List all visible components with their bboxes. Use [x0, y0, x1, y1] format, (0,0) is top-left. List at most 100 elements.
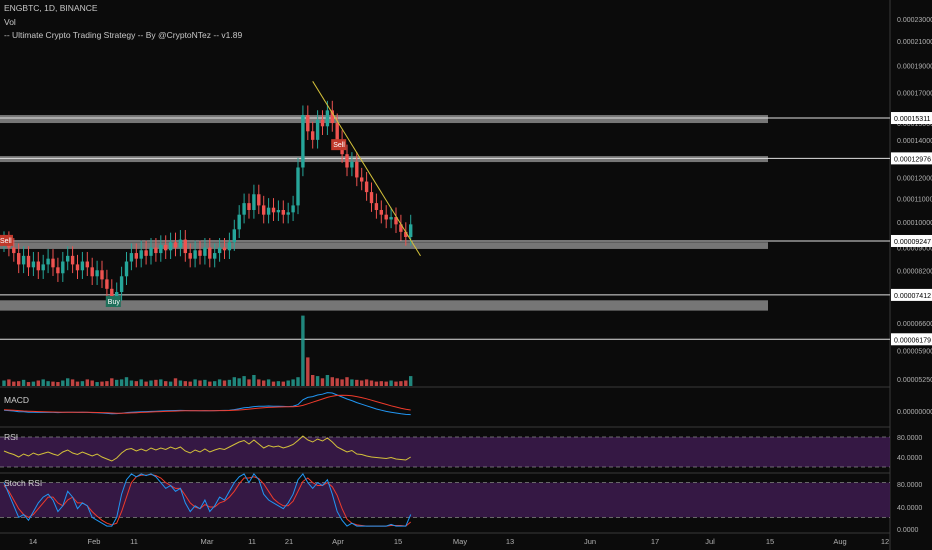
volume-bar: [36, 380, 40, 386]
candle-body: [149, 247, 153, 256]
volume-bar: [85, 379, 89, 386]
candle-body: [66, 255, 70, 262]
price-level-tag: [891, 152, 932, 165]
signal-line: [3, 394, 411, 414]
volume-bar: [75, 381, 80, 386]
volume-bar: [95, 382, 99, 386]
volume-bar: [252, 375, 256, 386]
volume-bar: [159, 379, 163, 386]
candle-body: [31, 261, 36, 268]
candle-body: [262, 205, 266, 215]
x-tick-label: Mar: [201, 537, 214, 546]
candle-body: [41, 264, 45, 271]
volume-bar: [139, 379, 143, 386]
volume-bar: [70, 379, 75, 386]
candle-body: [271, 207, 276, 213]
candle-body: [193, 250, 197, 259]
x-tick-label: 15: [766, 537, 774, 546]
candle-body: [203, 247, 207, 256]
x-tick-label: May: [453, 537, 467, 546]
volume-bar: [296, 377, 300, 386]
candle-body: [75, 264, 80, 271]
candle-body: [90, 267, 94, 277]
price-tick-label: 0.00012000: [897, 175, 932, 182]
volume-bar: [320, 378, 325, 386]
candle-body: [350, 161, 354, 168]
candle-body: [404, 231, 408, 237]
candle-body: [276, 210, 281, 213]
volume-bar: [51, 381, 55, 386]
volume-bar: [61, 380, 65, 386]
volume-bar: [355, 379, 359, 386]
candle-body: [247, 203, 251, 210]
volume-bar: [227, 379, 232, 386]
candle-body: [227, 242, 232, 251]
volume-bar: [168, 381, 173, 386]
price-tick-label: 0.00011000: [897, 197, 932, 204]
volume-bar: [105, 381, 109, 386]
price-level-tag: [891, 288, 932, 301]
volume-bar: [164, 381, 168, 386]
volume-bar: [394, 381, 398, 386]
stoch-band: [0, 482, 890, 518]
volume-bar: [301, 315, 305, 386]
stoch-rsi-label: Stoch RSI: [4, 478, 43, 488]
volume-bar: [149, 380, 153, 386]
volume-bar: [271, 381, 276, 386]
volume-bar: [409, 376, 413, 386]
candle-body: [389, 217, 393, 220]
x-tick-label: 17: [651, 537, 659, 546]
volume-bar: [266, 379, 271, 386]
volume-bar: [119, 379, 124, 386]
candle-body: [325, 110, 330, 127]
candle-body: [85, 261, 89, 268]
rsi-line: [3, 435, 411, 462]
candle-body: [95, 270, 99, 277]
volume-bar: [247, 379, 251, 386]
candle-body: [320, 119, 325, 127]
strategy-label: -- Ultimate Crypto Trading Strategy -- B…: [4, 30, 243, 40]
volume-bar: [237, 378, 241, 386]
stoch-tick-label: 80.0000: [897, 482, 922, 489]
candle-body: [237, 214, 241, 230]
candle-body: [144, 250, 148, 256]
volume-bar: [330, 377, 334, 386]
candle-body: [306, 115, 310, 132]
volume-bar: [129, 380, 134, 386]
candle-body: [301, 115, 305, 168]
volume-bar: [110, 378, 114, 386]
candle-body: [134, 253, 138, 259]
volume-bar: [404, 380, 408, 386]
trendline: [312, 81, 421, 257]
candle-body: [159, 244, 163, 254]
volume-bar: [154, 379, 158, 386]
volume-bar: [281, 381, 285, 386]
volume-bar: [340, 379, 344, 386]
volume-bar: [12, 381, 16, 386]
x-tick-label: 21: [285, 537, 293, 546]
stoch-tick-label: 40.0000: [897, 505, 922, 512]
price-tick-label: 0.00017000: [897, 91, 932, 98]
price-tick-label: 0.00009000: [897, 246, 932, 253]
macd-tick-label: 0.00000000: [897, 409, 932, 416]
symbol-label: ENGBTC, 1D, BINANCE: [4, 3, 98, 13]
candle-body: [119, 276, 124, 293]
volume-bar: [115, 379, 119, 386]
signal-label: Sell: [333, 142, 345, 149]
candle-body: [115, 292, 119, 299]
resistance-zone: [0, 242, 768, 249]
candle-body: [369, 192, 374, 204]
volume-bar: [325, 375, 330, 386]
x-tick-label: Apr: [332, 537, 344, 546]
candle-body: [399, 224, 403, 232]
candle-body: [178, 239, 183, 248]
volume-bar: [384, 381, 388, 386]
candle-body: [374, 203, 379, 210]
x-tick-label: 12: [881, 537, 889, 546]
volume-bar: [26, 382, 31, 386]
price-level-label: 0.00012976: [894, 156, 931, 163]
candle-body: [213, 253, 217, 259]
x-tick-label: 13: [506, 537, 514, 546]
candle-body: [80, 261, 85, 271]
